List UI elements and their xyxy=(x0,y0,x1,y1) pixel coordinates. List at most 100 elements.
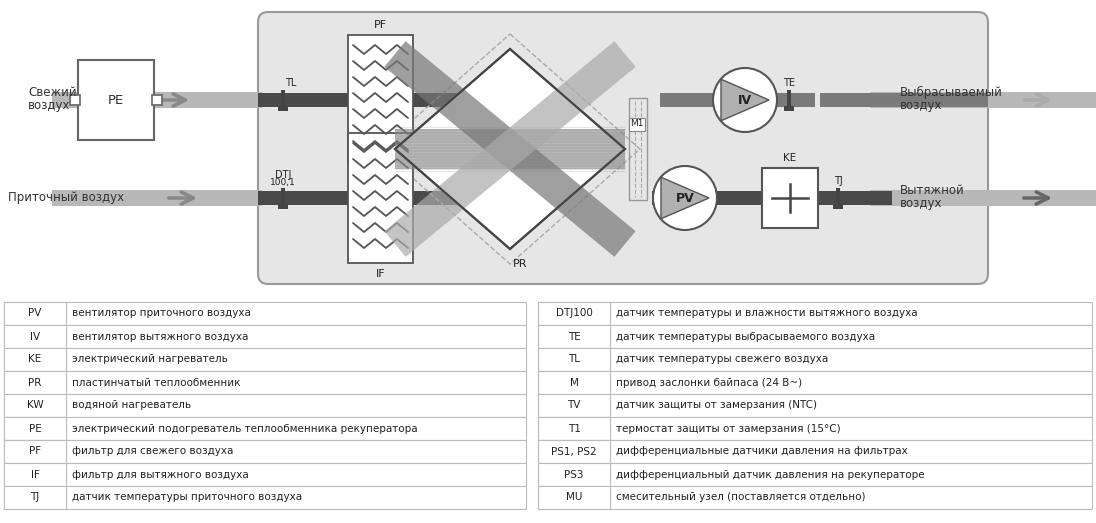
Text: Выбрасываемый: Выбрасываемый xyxy=(900,85,1003,98)
Text: 100,1: 100,1 xyxy=(270,178,296,188)
Bar xyxy=(870,92,1096,108)
Text: TV: TV xyxy=(568,401,581,411)
Text: PF: PF xyxy=(374,20,387,30)
Text: IF: IF xyxy=(376,269,386,279)
Bar xyxy=(4,440,526,463)
Text: электрический нагреватель: электрический нагреватель xyxy=(72,355,228,365)
Text: IF: IF xyxy=(31,470,39,480)
Text: фильтр для свежего воздуха: фильтр для свежего воздуха xyxy=(72,447,233,457)
Polygon shape xyxy=(661,177,709,219)
Bar xyxy=(538,302,610,325)
Text: PV: PV xyxy=(28,309,42,319)
Bar xyxy=(4,348,66,371)
Bar xyxy=(152,95,162,105)
Text: термостат защиты от замерзания (15°C): термостат защиты от замерзания (15°C) xyxy=(616,424,841,434)
Bar xyxy=(4,486,66,509)
Bar xyxy=(4,463,526,486)
Bar xyxy=(4,394,526,417)
Bar xyxy=(4,463,66,486)
Bar xyxy=(278,204,288,209)
Bar xyxy=(538,371,610,394)
Text: Свежий: Свежий xyxy=(28,85,77,98)
Bar xyxy=(538,371,1092,394)
Text: TE: TE xyxy=(568,332,581,342)
Text: M: M xyxy=(570,378,579,388)
Text: датчик температуры приточного воздуха: датчик температуры приточного воздуха xyxy=(72,493,302,503)
Bar xyxy=(349,35,413,165)
Text: датчик температуры и влажности вытяжного воздуха: датчик температуры и влажности вытяжного… xyxy=(616,309,917,319)
FancyBboxPatch shape xyxy=(258,12,987,284)
Bar xyxy=(538,325,610,348)
Text: DTJ100: DTJ100 xyxy=(556,309,593,319)
Bar xyxy=(820,93,987,107)
Text: TL: TL xyxy=(568,355,580,365)
Bar xyxy=(762,168,818,228)
Text: IV: IV xyxy=(738,94,752,107)
Bar xyxy=(349,133,413,263)
Bar xyxy=(538,486,1092,509)
Bar xyxy=(4,394,66,417)
Bar xyxy=(278,106,288,111)
Text: KW: KW xyxy=(26,401,44,411)
Text: воздух: воздух xyxy=(28,99,70,112)
Text: KE: KE xyxy=(784,153,797,163)
Bar xyxy=(652,191,892,205)
Text: T1: T1 xyxy=(568,424,581,434)
Polygon shape xyxy=(395,129,625,169)
Bar xyxy=(836,188,840,208)
Text: датчик температуры выбрасываемого воздуха: датчик температуры выбрасываемого воздух… xyxy=(616,332,875,342)
Bar xyxy=(413,191,513,205)
Bar xyxy=(413,93,513,107)
Bar xyxy=(538,348,610,371)
Text: Вытяжной: Вытяжной xyxy=(900,184,964,197)
Bar xyxy=(538,440,1092,463)
Text: PR: PR xyxy=(513,259,527,269)
Bar xyxy=(784,106,794,111)
Bar xyxy=(870,190,1096,206)
Bar xyxy=(538,348,1092,371)
Polygon shape xyxy=(395,49,625,249)
Bar xyxy=(281,188,285,208)
Bar xyxy=(4,302,526,325)
Bar xyxy=(4,325,66,348)
Text: TE: TE xyxy=(783,78,795,88)
Bar xyxy=(538,325,1092,348)
Bar xyxy=(70,95,80,105)
Text: PV: PV xyxy=(675,191,695,204)
Text: PS1, PS2: PS1, PS2 xyxy=(551,447,597,457)
Bar xyxy=(538,463,610,486)
Text: воздух: воздух xyxy=(900,198,943,210)
Text: TJ: TJ xyxy=(31,493,39,503)
Bar xyxy=(538,463,1092,486)
Polygon shape xyxy=(721,79,769,121)
Bar xyxy=(4,486,526,509)
Bar xyxy=(538,394,610,417)
Bar xyxy=(629,98,647,200)
Bar xyxy=(538,486,610,509)
Bar xyxy=(538,440,610,463)
Bar xyxy=(4,325,526,348)
Bar xyxy=(4,348,526,371)
Text: воздух: воздух xyxy=(900,99,943,112)
Bar xyxy=(52,190,262,206)
Bar xyxy=(538,302,1092,325)
Text: Приточный воздух: Приточный воздух xyxy=(8,191,124,204)
Bar xyxy=(4,440,66,463)
Text: MU: MU xyxy=(566,493,582,503)
Bar xyxy=(833,204,843,209)
Text: смесительный узел (поставляется отдельно): смесительный узел (поставляется отдельно… xyxy=(616,493,866,503)
Text: водяной нагреватель: водяной нагреватель xyxy=(72,401,191,411)
Bar xyxy=(78,60,155,140)
Bar xyxy=(538,417,610,440)
Bar xyxy=(538,417,1092,440)
Text: PR: PR xyxy=(28,378,42,388)
Bar xyxy=(4,302,66,325)
Text: дифференциальные датчики давления на фильтрах: дифференциальные датчики давления на фил… xyxy=(616,447,907,457)
Text: фильтр для вытяжного воздуха: фильтр для вытяжного воздуха xyxy=(72,470,249,480)
Text: датчик температуры свежего воздуха: датчик температуры свежего воздуха xyxy=(616,355,829,365)
Text: IV: IV xyxy=(30,332,41,342)
Bar xyxy=(629,118,646,131)
Text: M1: M1 xyxy=(630,119,643,129)
Bar xyxy=(660,93,815,107)
Bar xyxy=(258,191,349,205)
